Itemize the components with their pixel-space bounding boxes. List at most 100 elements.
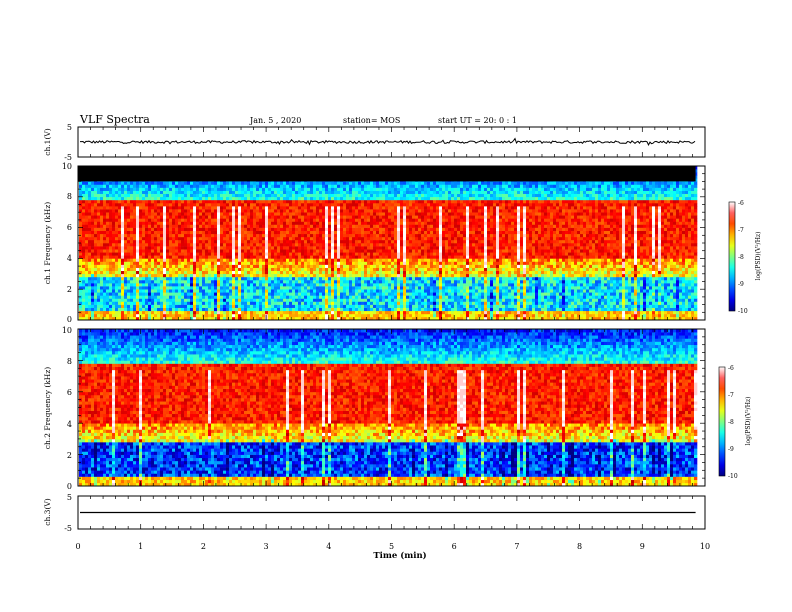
spectrogram-cell: [235, 252, 239, 256]
spectrogram-cell: [106, 273, 110, 278]
spectrogram-cell: [304, 246, 308, 250]
spectrogram-cell: [232, 261, 236, 265]
spectrogram-cell: [151, 270, 155, 275]
spectrogram-cell: [217, 276, 221, 281]
spectrogram-cell: [334, 304, 338, 308]
spectrogram-cell: [127, 298, 131, 302]
spectrogram-cell: [106, 283, 110, 287]
spectrogram-cell: [298, 249, 302, 253]
spectrogram-cell: [316, 252, 320, 256]
spectrogram-cell: [331, 193, 335, 198]
spectrogram-cell: [151, 292, 155, 296]
spectrogram-cell: [337, 258, 341, 262]
spectrogram-cell: [367, 289, 371, 293]
spectrogram-cell: [133, 243, 137, 247]
spectrogram-cell: [355, 252, 359, 256]
spectrogram-cell: [337, 199, 341, 204]
spectrogram-cell: [256, 224, 260, 228]
spectrogram-cell: [127, 276, 131, 281]
spectrogram-cell: [277, 187, 281, 191]
spectrogram-cell: [292, 270, 296, 275]
spectrogram-cell: [97, 243, 101, 247]
spectrogram-cell: [334, 313, 338, 318]
spectrogram-cell: [205, 252, 209, 256]
spectrogram-cell: [301, 292, 305, 296]
spectrogram-cell: [334, 209, 338, 213]
spectrogram-cell: [151, 224, 155, 228]
spectrogram-cell: [289, 304, 293, 308]
spectrogram-cell: [199, 280, 203, 284]
spectrogram-cell: [196, 193, 200, 198]
spectrogram-cell: [358, 218, 362, 222]
spectrogram-cell: [268, 267, 272, 271]
spectrogram-cell: [94, 286, 98, 290]
spectrogram-cell: [262, 276, 266, 281]
spectrogram-cell: [178, 233, 182, 238]
spectrogram-cell: [103, 258, 107, 262]
spectrogram-cell: [100, 190, 104, 194]
spectrogram-cell: [340, 258, 344, 262]
spectrogram-cell: [292, 261, 296, 265]
spectrogram-cell: [229, 289, 233, 293]
spectrogram-cell: [211, 227, 215, 231]
spectrogram-cell: [298, 286, 302, 290]
spectrogram-cell: [349, 267, 353, 271]
spectrogram-cell: [343, 280, 347, 284]
spectrogram-cell: [229, 239, 233, 244]
spectrogram-cell: [292, 249, 296, 253]
spectrogram-cell: [301, 286, 305, 290]
spectrogram-cell: [355, 276, 359, 281]
spectrogram-cell: [250, 307, 254, 312]
spectrogram-cell: [271, 276, 275, 281]
spectrogram-cell: [217, 199, 221, 204]
spectrogram-cell: [178, 215, 182, 219]
spectrogram-cell: [205, 187, 209, 191]
spectrogram-cell: [304, 190, 308, 194]
spectrogram-cell: [262, 246, 266, 250]
spectrogram-cell: [352, 212, 356, 216]
spectrogram-cell: [85, 295, 89, 299]
spectrogram-cell: [367, 239, 371, 244]
spectrogram-cell: [193, 286, 197, 290]
spectrogram-cell: [172, 283, 176, 287]
spectrogram-cell: [211, 212, 215, 216]
spectrogram-cell: [82, 243, 86, 247]
spectrogram-cell: [361, 307, 365, 312]
spectrogram-cell: [220, 295, 224, 299]
spectrogram-cell: [160, 184, 164, 188]
spectrogram-cell: [259, 295, 263, 299]
spectrogram-cell: [280, 273, 284, 278]
spectrogram-cell: [142, 267, 146, 271]
spectrogram-cell: [361, 203, 365, 207]
spectrogram-cell: [154, 187, 158, 191]
spectrogram-cell: [325, 224, 329, 228]
spectrogram-cell: [352, 267, 356, 271]
spectrogram-cell: [88, 304, 92, 308]
spectrogram-cell: [175, 239, 179, 244]
spectrogram-cell: [79, 276, 83, 281]
spectrogram-cell: [289, 316, 293, 321]
spectrogram-cell: [271, 212, 275, 216]
spectrogram-cell: [118, 246, 122, 250]
spectrogram-cell: [370, 295, 374, 299]
spectrogram-cell: [250, 199, 254, 204]
spectrogram-cell: [148, 249, 152, 253]
spectrogram-cell: [226, 187, 230, 191]
spectrogram-cell: [208, 249, 212, 253]
spectrogram-cell: [145, 181, 149, 185]
spectrogram-cell: [148, 233, 152, 238]
spectrogram-cell: [352, 252, 356, 256]
spectrogram-cell: [82, 310, 86, 315]
spectrogram-cell: [169, 196, 173, 201]
spectrogram-cell: [184, 304, 188, 308]
spectrogram-cell: [130, 301, 134, 305]
spectrogram-cell: [175, 307, 179, 312]
spectrogram-cell: [97, 255, 101, 259]
spectrogram-cell: [244, 258, 248, 262]
spectrogram-cell: [271, 289, 275, 293]
spectrogram-cell: [358, 304, 362, 308]
spectrogram-cell: [316, 289, 320, 293]
spectrogram-cell: [349, 239, 353, 244]
spectrogram-cell: [322, 218, 326, 222]
spectrogram-cell: [295, 261, 299, 265]
